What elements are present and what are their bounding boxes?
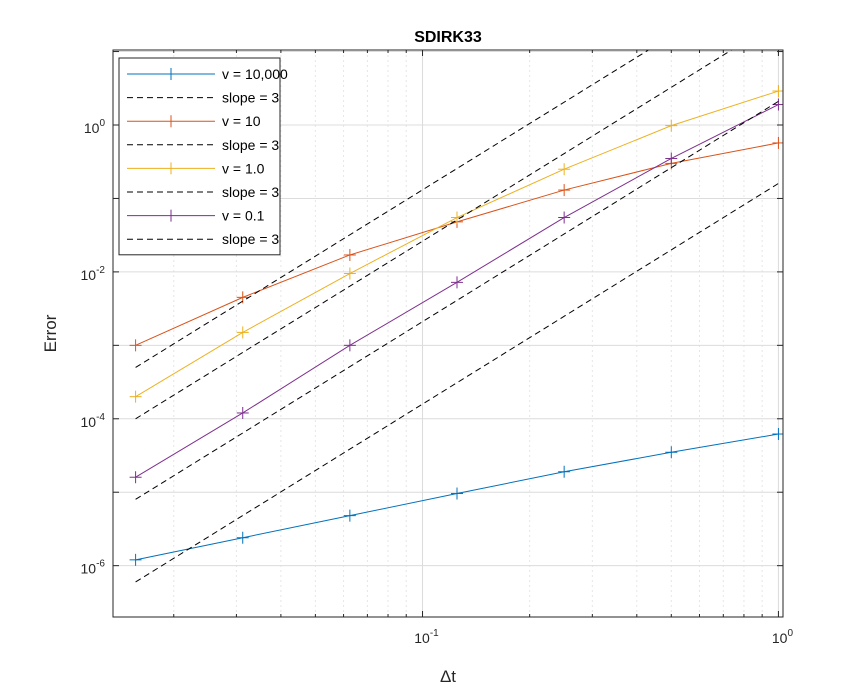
data-point-marker [665,119,678,132]
series-7 [135,100,779,500]
axes-box [112,49,784,618]
data-point-marker [558,211,571,224]
data-point-marker [772,428,783,441]
series-3 [135,50,650,368]
legend-entry: v = 0.1 [127,208,265,224]
data-point-marker [236,406,249,419]
data-point-marker [343,339,356,352]
data-point-marker [236,531,249,544]
data-point-marker [665,152,678,165]
slope-reference-line [135,183,779,583]
data-point-marker [129,471,142,484]
data-point-marker [129,553,142,566]
legend-label: v = 0.1 [222,208,265,224]
series-1 [135,183,779,583]
data-point-marker [343,267,356,280]
slope-reference-line [135,50,650,368]
data-point-marker [772,98,783,111]
data-point-marker [451,276,464,289]
series-layer [129,50,783,583]
legend-entry: v = 10 [127,113,261,129]
legend-entry: v = 1.0 [127,160,265,176]
x-axis-label: Δt [440,667,456,686]
series-4 [129,85,783,403]
legend-label: v = 10 [222,113,261,129]
slope-reference-line [135,50,733,420]
y-axis-label: Error [41,314,60,352]
slope-reference-line [135,100,779,500]
data-point-marker [558,184,571,197]
legend-entry: v = 10,000 [127,66,288,82]
series-5 [135,50,733,420]
legend-label: v = 1.0 [222,160,265,176]
chart-title: SDIRK33 [414,29,482,46]
y-tick-label: 100 [84,118,106,136]
legend-entry: slope = 3 [127,231,279,247]
legend-entry: slope = 3 [127,184,279,200]
data-point-marker [129,390,142,403]
data-point-marker [772,85,783,98]
legend-label: slope = 3 [222,90,279,106]
legend-label: slope = 3 [222,137,279,153]
ticks: 10-1 100 10-6 10-4 10-2 100 [81,50,794,646]
data-point-marker [343,509,356,522]
legend-entry: slope = 3 [127,137,279,153]
y-tick-label: 10-6 [81,559,106,577]
y-tick-label: 10-4 [81,412,106,430]
legend: v = 10,000 slope = 3 v = 10 slope = 3 v = 1.… [118,57,288,256]
x-tick-label: 10-1 [414,628,439,646]
legend-label: slope = 3 [222,231,279,247]
data-point-marker [129,339,142,352]
data-point-marker [665,446,678,459]
series-0 [129,428,783,566]
legend-box [118,57,281,256]
legend-label: slope = 3 [222,184,279,200]
legend-label: v = 10,000 [222,66,288,82]
y-tick-label: 10-2 [81,265,106,283]
series-6 [129,98,783,484]
data-point-marker [236,326,249,339]
data-point-marker [451,487,464,500]
data-point-marker [558,163,571,176]
data-point-marker [772,136,783,149]
data-point-marker [343,248,356,261]
data-point-marker [558,465,571,478]
legend-entry: slope = 3 [127,90,279,106]
x-tick-label: 100 [772,628,794,646]
